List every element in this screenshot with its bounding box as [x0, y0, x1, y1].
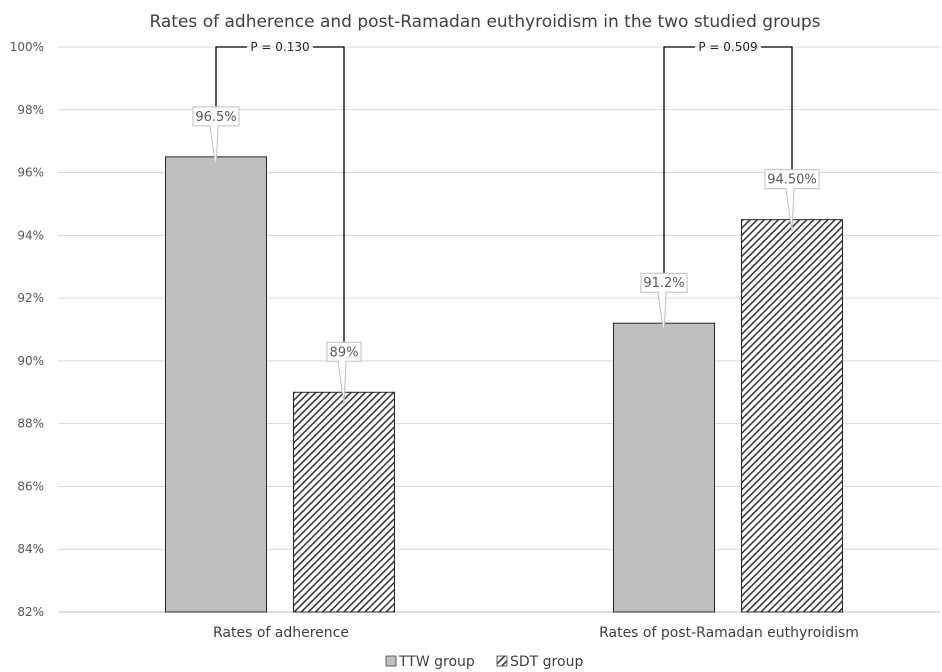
legend-swatch-sdt: [496, 655, 508, 667]
data-label: 96.5%: [192, 106, 240, 169]
y-tick-label: 84%: [17, 542, 44, 556]
bracket-line: [313, 46, 345, 393]
bar: [293, 391, 395, 613]
y-axis-ticks: 82% 84% 86% 88% 90% 92% 94% 96% 98% 100%: [10, 40, 44, 619]
bar: [165, 156, 267, 613]
y-tick-label: 98%: [17, 103, 44, 117]
p-value-label: P = 0.509: [698, 40, 757, 54]
bar: [741, 219, 843, 613]
legend-swatch-ttw: [385, 655, 397, 667]
y-tick-label: 86%: [17, 479, 44, 493]
p-value-label: P = 0.130: [250, 40, 309, 54]
bar: [613, 322, 715, 613]
y-tick-label: 82%: [17, 605, 44, 619]
legend: TTW group SDT group: [385, 654, 583, 670]
y-tick-label: 92%: [17, 291, 44, 305]
data-label-text: 91.2%: [643, 276, 684, 291]
data-label-callout: [764, 169, 820, 232]
data-label: 89%: [326, 341, 362, 405]
data-label-callout: [192, 106, 240, 169]
legend-label-ttw: TTW group: [398, 654, 475, 670]
data-label: 91.2%: [640, 272, 688, 336]
data-label-text: 96.5%: [195, 110, 236, 125]
y-tick-label: 88%: [17, 417, 44, 431]
y-tick-label: 96%: [17, 166, 44, 180]
bracket-line: [215, 46, 247, 157]
y-tick-label: 90%: [17, 354, 44, 368]
data-label-text: 94.50%: [767, 173, 817, 188]
data-label-callout: [640, 272, 688, 336]
bars: [165, 156, 843, 613]
bracket-line: [761, 46, 793, 220]
data-label: 94.50%: [764, 169, 820, 232]
y-tick-label: 94%: [17, 228, 44, 242]
bracket-line: [663, 46, 695, 324]
data-label-callout: [326, 341, 362, 405]
x-category-label: Rates of post-Ramadan euthyroidism: [599, 625, 859, 641]
y-tick-label: 100%: [10, 40, 44, 54]
data-labels: 96.5% 91.2% 89% 94.50%: [192, 106, 820, 405]
data-label-text: 89%: [330, 345, 359, 360]
legend-label-sdt: SDT group: [510, 654, 583, 670]
x-category-label: Rates of adherence: [213, 625, 349, 641]
chart-title: Rates of adherence and post-Ramadan euth…: [149, 12, 820, 32]
